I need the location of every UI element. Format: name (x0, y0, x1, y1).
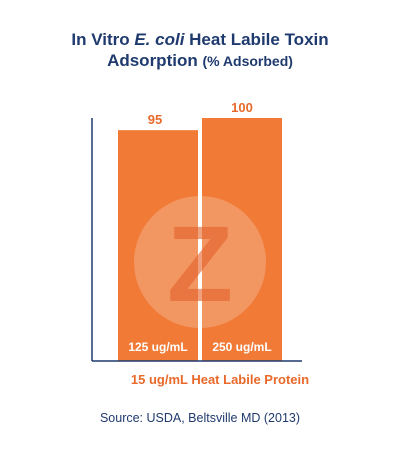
bar (202, 118, 282, 361)
watermark-circle (134, 196, 266, 328)
subtitle-unit-text: (% Adsorbed) (202, 53, 293, 69)
chart-subtitle: Adsorption (% Adsorbed) (0, 51, 400, 71)
subtitle-text: Adsorption (107, 51, 203, 70)
title-suffix-text: Heat Labile Toxin (184, 30, 329, 49)
data-label: 100 (231, 100, 253, 115)
chart-title: In Vitro E. coli Heat Labile Toxin (0, 30, 400, 50)
title-italic-text: E. coli (134, 30, 185, 49)
category-label: 125 ug/mL (128, 340, 187, 354)
data-label: 95 (148, 112, 162, 127)
watermark-logo: Z (167, 203, 233, 324)
title-text: In Vitro (71, 30, 135, 49)
category-label: 250 ug/mL (212, 340, 271, 354)
x-axis-label: 15 ug/mL Heat Labile Protein (130, 372, 310, 387)
source-note: Source: USDA, Beltsville MD (2013) (99, 411, 301, 425)
bar (118, 130, 198, 361)
